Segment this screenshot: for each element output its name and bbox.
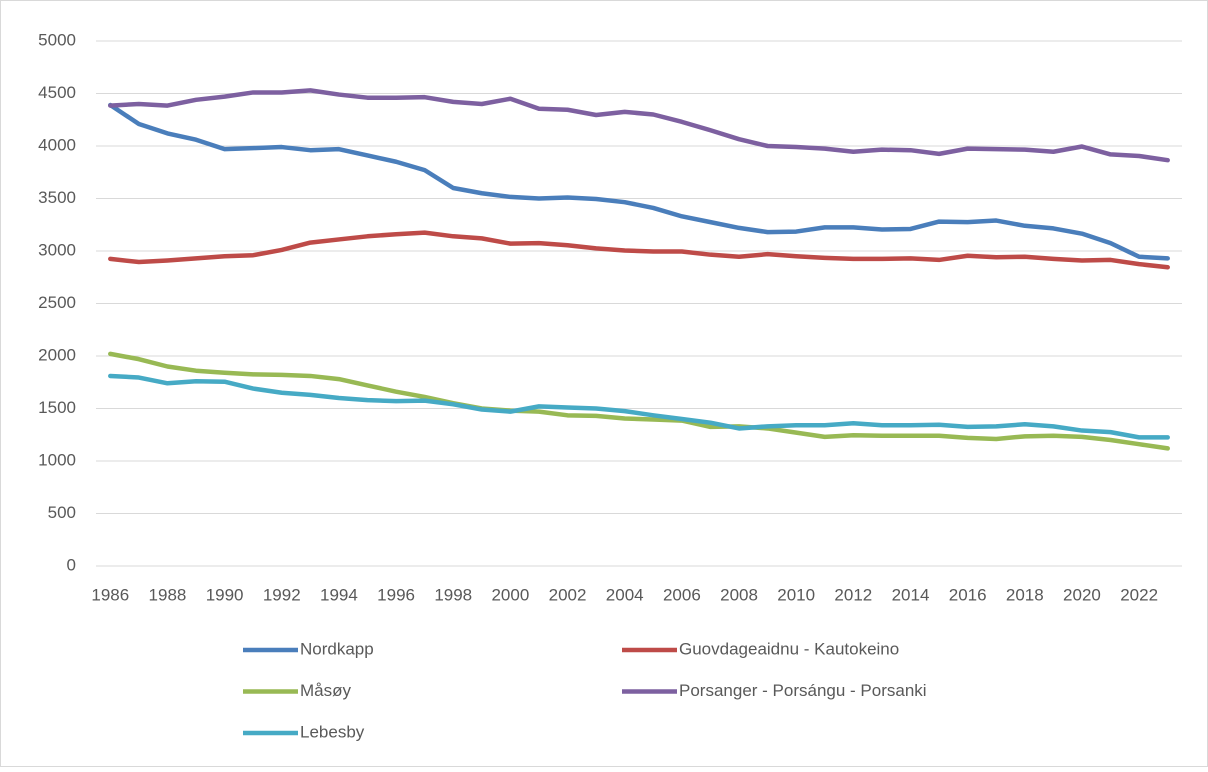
y-tick-label: 2000 [38, 345, 76, 364]
x-tick-label: 2008 [720, 585, 758, 604]
legend-label: Nordkapp [300, 639, 374, 658]
series-line [108, 88, 1170, 163]
series-line [108, 230, 1170, 270]
series-line [108, 373, 1170, 440]
x-tick-label: 2020 [1063, 585, 1101, 604]
y-tick-label: 4500 [38, 83, 76, 102]
x-tick-label: 1990 [206, 585, 244, 604]
x-tick-label: 2016 [949, 585, 987, 604]
y-tick-label: 3500 [38, 188, 76, 207]
y-tick-label: 2500 [38, 293, 76, 312]
legend-label: Porsanger - Porsángu - Porsanki [679, 681, 927, 700]
x-tick-label: 2006 [663, 585, 701, 604]
x-tick-label: 2000 [491, 585, 529, 604]
x-tick-label: 2012 [834, 585, 872, 604]
y-tick-label: 5000 [38, 30, 76, 49]
x-tick-label: 1986 [91, 585, 129, 604]
series-line [108, 102, 1170, 261]
y-tick-label: 3000 [38, 240, 76, 259]
x-tick-label: 1988 [149, 585, 187, 604]
x-tick-label: 1996 [377, 585, 415, 604]
y-tick-label: 500 [48, 503, 76, 522]
y-tick-label: 0 [67, 555, 76, 574]
x-tick-label: 2014 [892, 585, 930, 604]
x-tick-label: 1992 [263, 585, 301, 604]
legend-label: Lebesby [300, 722, 365, 741]
x-tick-label: 2022 [1120, 585, 1158, 604]
y-tick-label: 1000 [38, 450, 76, 469]
x-tick-label: 2004 [606, 585, 644, 604]
x-tick-label: 1994 [320, 585, 358, 604]
y-tick-label: 1500 [38, 398, 76, 417]
x-tick-label: 2002 [549, 585, 587, 604]
legend-label: Guovdageaidnu - Kautokeino [679, 639, 899, 658]
x-tick-label: 1998 [434, 585, 472, 604]
x-tick-label: 2018 [1006, 585, 1044, 604]
legend-label: Måsøy [300, 681, 352, 700]
y-tick-label: 4000 [38, 135, 76, 154]
series-line [108, 351, 1170, 451]
x-tick-label: 2010 [777, 585, 815, 604]
